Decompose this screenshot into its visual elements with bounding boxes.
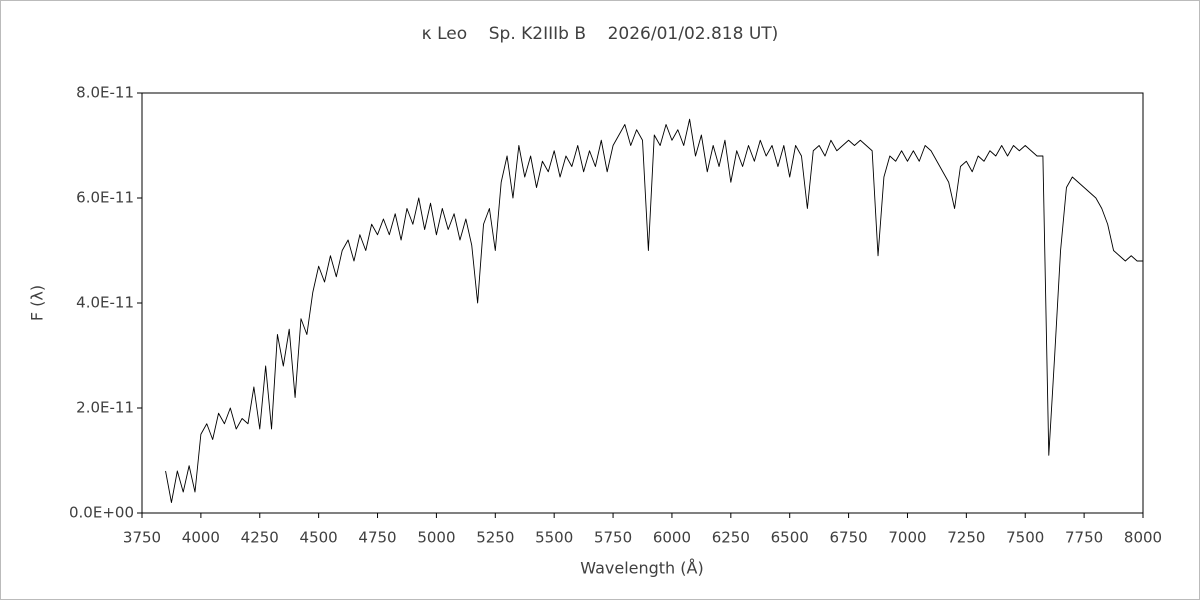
x-tick-label: 6750 [829,529,867,547]
x-tick-label: 8000 [1124,529,1162,547]
y-tick-label: 0.0E+00 [69,504,134,522]
x-tick-label: 7000 [888,529,926,547]
x-tick-label: 7750 [1065,529,1103,547]
x-tick-label: 5250 [476,529,514,547]
x-tick-label: 6500 [771,529,809,547]
y-tick-label: 4.0E-11 [76,294,134,312]
x-tick-label: 5000 [417,529,455,547]
y-tick-label: 8.0E-11 [76,84,134,102]
y-axis-label: F (λ) [28,285,47,321]
chart-title: κ Leo Sp. K2IIIb B 2026/01/02.818 UT) [422,24,779,44]
x-tick-label: 5750 [594,529,632,547]
y-tick-label: 6.0E-11 [76,189,134,207]
x-axis-label: Wavelength (Å) [580,559,703,578]
x-tick-label: 7250 [947,529,985,547]
x-tick-label: 6250 [712,529,750,547]
x-tick-label: 4750 [358,529,396,547]
x-tick-label: 4000 [182,529,220,547]
x-tick-label: 4250 [241,529,279,547]
y-tick-label: 2.0E-11 [76,399,134,417]
x-tick-label: 7500 [1006,529,1044,547]
x-tick-label: 4500 [300,529,338,547]
x-tick-label: 6000 [653,529,691,547]
x-tick-label: 3750 [123,529,161,547]
x-tick-label: 5500 [535,529,573,547]
spectrum-line [165,118,1143,503]
